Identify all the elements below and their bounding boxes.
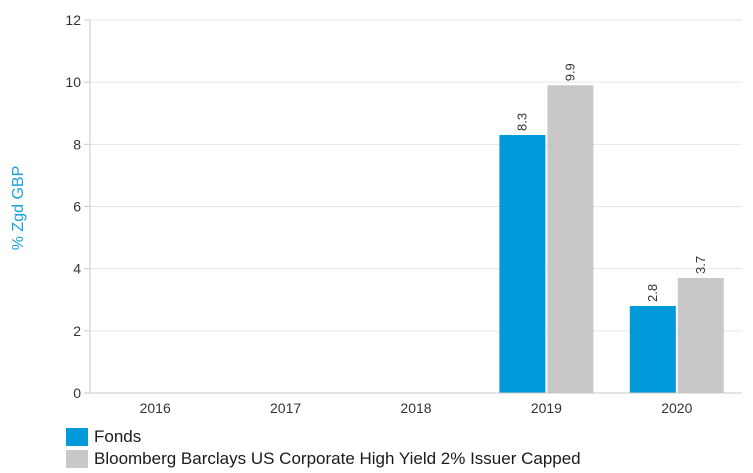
legend-item-benchmark: Bloomberg Barclays US Corporate High Yie… xyxy=(66,448,581,470)
legend-swatch-fonds xyxy=(66,428,88,446)
bar-benchmark-2019 xyxy=(547,85,594,394)
bar-value-label: 2.8 xyxy=(645,284,660,302)
bar-fonds-2019 xyxy=(499,135,546,393)
bar-benchmark-2020 xyxy=(677,277,724,393)
legend-label-benchmark: Bloomberg Barclays US Corporate High Yie… xyxy=(94,449,581,468)
bar-value-label: 3.7 xyxy=(693,256,708,274)
y-tick-label: 12 xyxy=(65,12,81,28)
legend-swatch-benchmark xyxy=(66,450,88,468)
y-tick-label: 4 xyxy=(73,261,81,277)
bars xyxy=(499,85,724,394)
x-tick-label: 2017 xyxy=(270,400,301,416)
x-tick-label: 2020 xyxy=(661,400,692,416)
bar-value-label: 8.3 xyxy=(514,113,529,131)
y-tick-label: 0 xyxy=(73,385,81,401)
y-tick-labels: 0 2 4 6 8 10 12 xyxy=(65,12,90,401)
bar-value-label: 9.9 xyxy=(562,63,577,81)
y-tick-label: 6 xyxy=(73,199,81,215)
y-tick-label: 10 xyxy=(65,74,81,90)
legend-label-fonds: Fonds xyxy=(94,427,142,446)
bar-value-labels: 8.3 9.9 2.8 3.7 xyxy=(514,63,707,302)
legend: Fonds Bloomberg Barclays US Corporate Hi… xyxy=(66,426,581,470)
legend-item-fonds: Fonds xyxy=(66,426,581,448)
y-tick-label: 2 xyxy=(73,323,81,339)
bar-fonds-2020 xyxy=(629,305,676,393)
x-tick-label: 2018 xyxy=(400,400,431,416)
x-tick-label: 2019 xyxy=(531,400,562,416)
x-tick-label: 2016 xyxy=(140,400,171,416)
y-tick-label: 8 xyxy=(73,136,81,152)
y-axis-title: % Zgd GBP xyxy=(10,166,27,250)
x-tick-labels: 2016 2017 2018 2019 2020 xyxy=(140,400,693,416)
